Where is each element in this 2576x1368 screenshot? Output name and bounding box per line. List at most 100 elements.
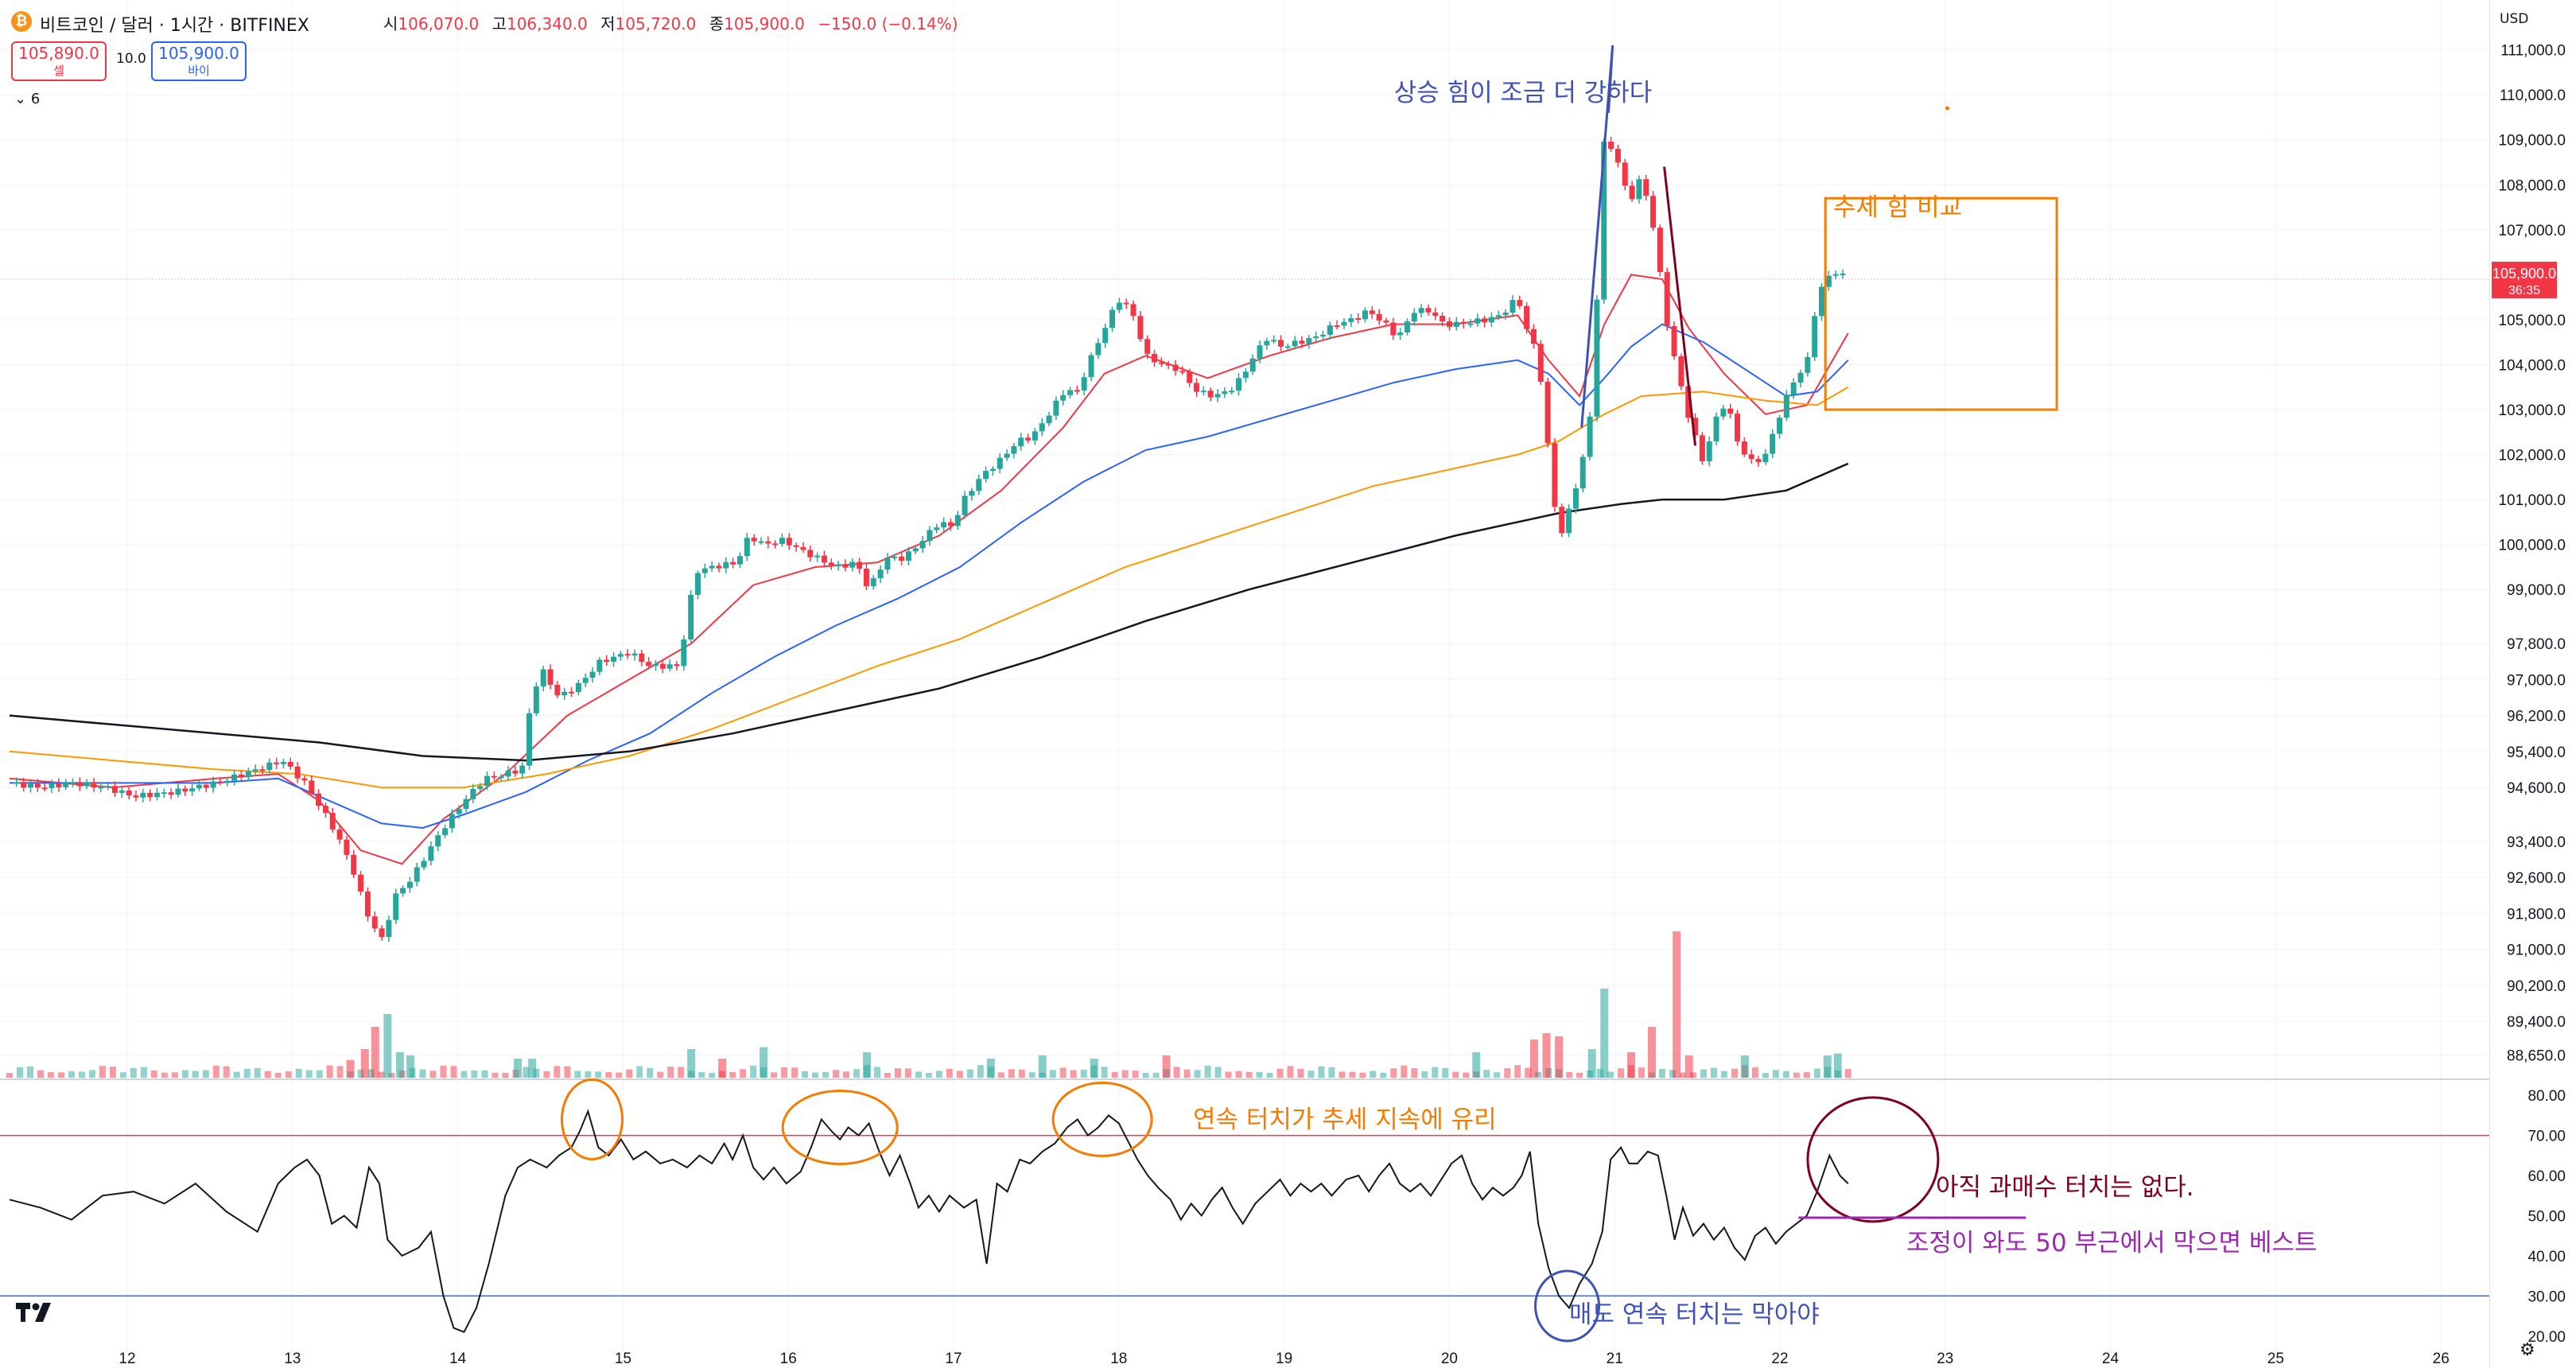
volume-bar: [1535, 1071, 1542, 1078]
volume-bar: [1132, 1071, 1139, 1078]
volume-bar: [1844, 1069, 1851, 1078]
candle-body: [1278, 340, 1284, 347]
volume-bar: [1276, 1068, 1284, 1078]
candle-body: [435, 835, 441, 847]
candle-body: [540, 669, 546, 687]
indicators-toggle[interactable]: ⌄ 6: [14, 91, 40, 107]
candle-body: [400, 888, 406, 894]
candle-body: [76, 782, 83, 787]
candle-body: [1123, 302, 1129, 305]
candle-body: [941, 522, 947, 528]
annotation-label: 연속 터치가 추세 지속에 유리: [1193, 1106, 1497, 1134]
candle-body: [1257, 345, 1263, 359]
candle-body: [1313, 336, 1319, 339]
candle-body: [1537, 344, 1544, 382]
settings-gear-icon[interactable]: ⚙: [2520, 1340, 2535, 1360]
candle-body: [969, 491, 975, 496]
currency-label[interactable]: USD: [2500, 11, 2529, 27]
sell-button[interactable]: 105,890.0 셀: [11, 41, 107, 81]
volume-bar: [616, 1072, 623, 1078]
candle-body: [976, 479, 982, 492]
candle-body: [119, 790, 125, 793]
candle-body: [659, 663, 666, 669]
candle-body: [189, 788, 196, 791]
candles: [14, 136, 1846, 942]
volume-bar: [1627, 1052, 1636, 1078]
candle-body: [1748, 454, 1754, 459]
time-tick-label: 14: [449, 1351, 467, 1367]
candle-body: [1495, 315, 1502, 317]
candle-body: [1692, 418, 1699, 436]
candle-body: [98, 787, 104, 789]
candle-body: [1292, 340, 1298, 347]
candle-body: [1222, 391, 1228, 394]
candle-body: [147, 792, 153, 798]
candle-body: [1179, 371, 1186, 373]
time-tick-label: 16: [780, 1351, 797, 1367]
candle-body: [1783, 394, 1789, 418]
volume-bar: [904, 1068, 911, 1078]
volume-bar: [1204, 1065, 1211, 1078]
spread-value: 10.0: [116, 51, 146, 67]
candle-body: [905, 551, 911, 561]
candle-body: [1636, 179, 1642, 200]
candle-body: [1109, 309, 1116, 328]
volume-bar: [554, 1066, 561, 1078]
volume-bar: [718, 1059, 727, 1078]
volume-bar: [1256, 1071, 1263, 1078]
candle-body: [414, 867, 420, 882]
volume-bar: [687, 1049, 696, 1078]
volume-bar: [925, 1072, 932, 1078]
candle-body: [231, 774, 238, 781]
candle-body: [800, 546, 806, 550]
volume-bar: [1803, 1072, 1810, 1078]
candle-body: [1755, 458, 1762, 462]
candle-body: [1264, 340, 1270, 346]
time-tick-label: 22: [1771, 1351, 1788, 1367]
volume-bar: [1173, 1067, 1180, 1078]
volume-bar: [1359, 1072, 1366, 1078]
volume-bar: [1121, 1070, 1129, 1078]
symbol-title[interactable]: 비트코인 / 달러 · 1시간 · BITFINEX: [40, 16, 309, 36]
candle-body: [989, 468, 996, 472]
candle-body: [561, 691, 568, 696]
volume-bar: [295, 1068, 302, 1078]
candle-body: [470, 788, 476, 799]
candle-body: [1053, 400, 1059, 416]
candle-body: [1299, 340, 1305, 344]
buy-price: 105,900.0: [158, 44, 239, 63]
volume-bar: [740, 1069, 747, 1078]
price-axis[interactable]: [2489, 0, 2576, 1368]
volume-bar: [119, 1072, 126, 1078]
volume-bar: [26, 1066, 33, 1078]
candle-body: [1158, 362, 1164, 364]
volume-bar: [595, 1071, 602, 1078]
volume-bar: [481, 1070, 488, 1078]
touch-highlight-circle: [1051, 1081, 1153, 1157]
volume-bar: [997, 1072, 1004, 1078]
candle-body: [491, 775, 497, 778]
volume-bar: [1772, 1070, 1779, 1078]
candle-body: [519, 765, 526, 774]
annotation-label: 매도 연속 터치는 막아야: [1569, 1300, 1820, 1329]
candle-body: [772, 543, 779, 546]
candle-body: [1319, 334, 1326, 337]
moving-average-line: [9, 274, 1849, 865]
volume-bar: [647, 1067, 654, 1078]
candle-body: [484, 775, 491, 787]
candle-body: [1152, 353, 1158, 363]
volume-bar: [1576, 1072, 1583, 1078]
candle-body: [688, 594, 694, 640]
candle-body: [730, 562, 736, 565]
candle-body: [1165, 363, 1171, 366]
buy-button[interactable]: 105,900.0 바이: [151, 41, 247, 81]
volume-bar: [862, 1052, 871, 1078]
candle-body: [1608, 142, 1614, 150]
volume-bar: [1225, 1071, 1232, 1078]
volume-bar: [1101, 1067, 1108, 1078]
candle-body: [1650, 196, 1657, 228]
time-tick-label: 13: [284, 1351, 301, 1367]
candle-body: [892, 556, 898, 558]
candle-body: [41, 787, 48, 790]
